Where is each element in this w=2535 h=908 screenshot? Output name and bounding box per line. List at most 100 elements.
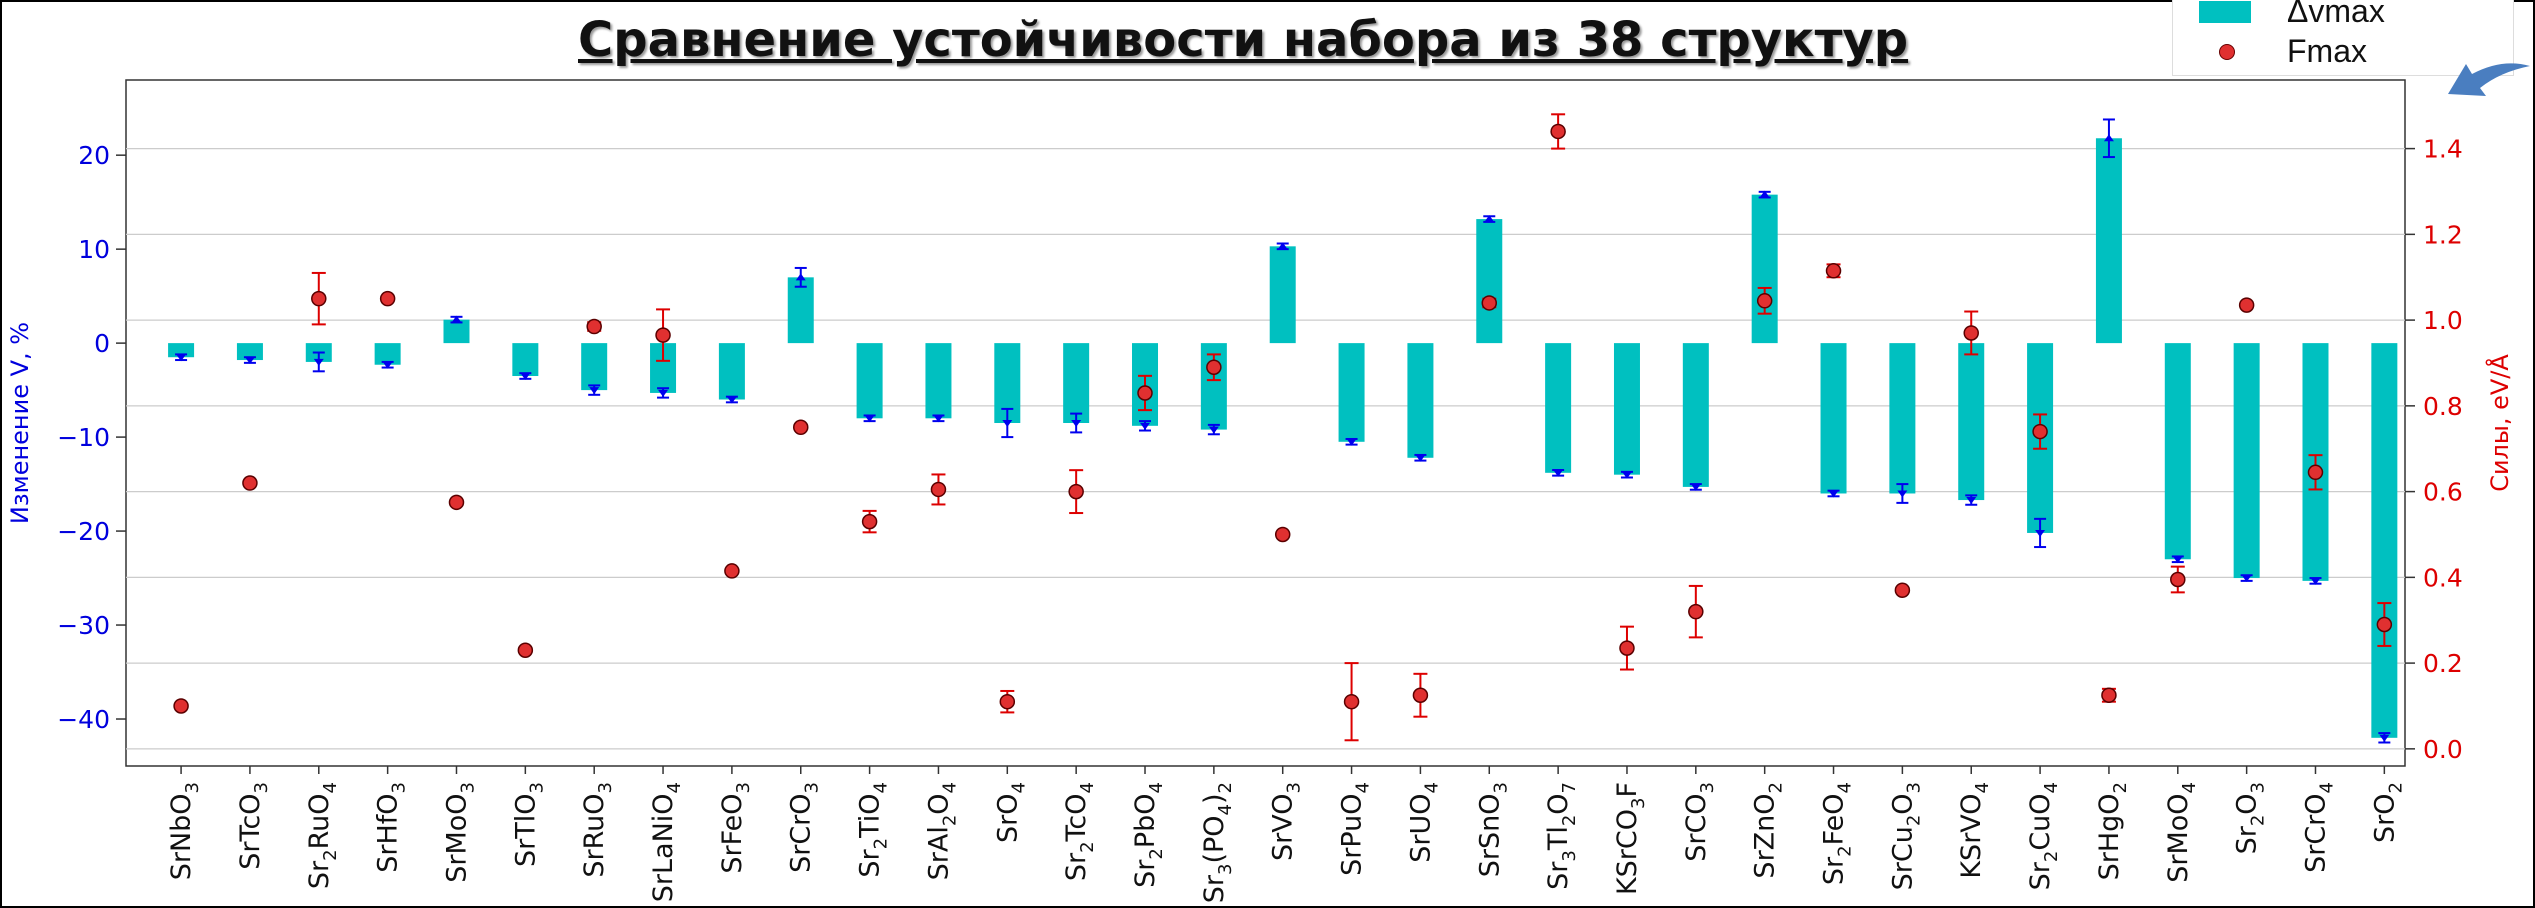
x-tick-label-part: SrTcO <box>235 793 266 869</box>
x-tick-label: Sr3Tl2O7 <box>1543 782 1580 890</box>
bar <box>1338 343 1365 442</box>
y-tick-label: 10 <box>78 235 110 264</box>
data-point <box>311 290 327 307</box>
x-tick-label-subscript: 4 <box>2179 782 2200 793</box>
x-tick-label-part: O <box>1543 793 1574 814</box>
y2-tick-label: 1.0 <box>2423 306 2463 335</box>
x-tick-label-subscript: 3 <box>1559 850 1580 861</box>
bar <box>581 343 608 391</box>
data-point <box>1756 293 1773 309</box>
x-tick-label: SrPuO4 <box>1337 782 1374 876</box>
bar-end-marker <box>176 354 187 362</box>
x-tick-label-part: Sr <box>2232 825 2263 854</box>
data-point <box>1137 385 1153 401</box>
bar-end-marker <box>933 415 944 423</box>
x-tick-label: SrHfO3 <box>373 782 410 873</box>
x-tick-label: SrSnO3 <box>1474 782 1511 877</box>
x-tick-label-subscript: 2 <box>1835 845 1856 856</box>
data-point <box>1274 526 1291 543</box>
data-point <box>2101 687 2117 704</box>
x-tick-label-part: SrMoO <box>441 793 472 882</box>
x-tick-label: Sr2RuO4 <box>304 782 341 889</box>
data-point <box>1688 603 1704 620</box>
x-tick-label-part: ) <box>1199 793 1230 804</box>
x-tick-label-subscript: 4 <box>1215 804 1236 815</box>
x-tick-label-part: F <box>1612 782 1643 798</box>
bar-end-marker <box>1277 242 1288 250</box>
x-tick-label-part: SrNbO <box>166 793 197 880</box>
bar <box>1613 343 1640 475</box>
bar <box>374 343 401 365</box>
x-tick-label: SrCrO4 <box>2300 782 2337 873</box>
x-tick-label-part: SrUO <box>1405 793 1436 862</box>
legend-bar-swatch <box>2199 0 2251 23</box>
bar-end-marker <box>1208 426 1219 434</box>
bar-end-marker <box>1828 490 1839 498</box>
data-point <box>930 481 947 498</box>
x-tick-label-subscript: 2 <box>2110 782 2131 793</box>
x-tick-label-subscript: 3 <box>733 782 754 793</box>
x-tick-label-part: (PO <box>1199 815 1230 863</box>
x-tick-label: SrMoO3 <box>441 782 478 883</box>
bar-end-marker <box>244 357 255 365</box>
bar <box>925 343 952 419</box>
curved-arrow-icon <box>2448 63 2530 96</box>
x-tick-label: Sr2TiO4 <box>855 782 892 878</box>
x-tick-label: SrVO3 <box>1268 782 1305 861</box>
x-tick-label-subscript: 4 <box>1421 782 1442 793</box>
x-tick-label-part: SrO <box>992 793 1023 843</box>
bar-end-marker <box>589 387 600 395</box>
bar-end-marker <box>2310 577 2321 585</box>
bar <box>1958 343 1985 501</box>
x-tick-label: SrO2 <box>2369 782 2406 843</box>
x-tick-label-subscript: 2 <box>2248 815 2269 826</box>
x-tick-label-part: Sr <box>304 860 335 889</box>
x-tick-label: Sr2CuO4 <box>2025 782 2062 890</box>
bar <box>236 343 263 361</box>
x-tick-label: SrMoO4 <box>2163 782 2200 883</box>
bar-end-marker <box>658 389 669 397</box>
bar <box>2164 343 2191 560</box>
x-tick-label-part: SrCrO <box>2300 793 2331 872</box>
bar-end-marker <box>1002 420 1013 427</box>
x-tick-label: SrCu2O3 <box>1887 782 1924 890</box>
x-tick-label-subscript: 2 <box>1215 782 1236 793</box>
bar <box>1476 219 1503 344</box>
x-tick-label-subscript: 4 <box>1077 782 1098 793</box>
bar <box>2095 138 2122 344</box>
x-tick-label: SrAl2O4 <box>923 782 960 880</box>
data-point <box>448 494 465 511</box>
x-tick-label-subscript: 3 <box>251 782 272 793</box>
x-tick-label-part: SrVO <box>1268 793 1299 861</box>
x-tick-label-subscript: 4 <box>939 782 960 793</box>
data-point <box>2376 616 2393 633</box>
bar-end-marker <box>726 396 737 404</box>
data-point <box>2307 464 2324 481</box>
data-point <box>517 642 534 658</box>
x-tick-label-part: SrSnO <box>1474 793 1505 877</box>
x-tick-label: Sr2O3 <box>2232 782 2269 854</box>
y2-tick-label: 0.2 <box>2423 649 2463 678</box>
bar-end-marker <box>1071 420 1082 427</box>
x-tick-label-subscript: 2 <box>939 815 960 826</box>
data-point <box>1894 582 1911 598</box>
x-tick-label-subscript: 4 <box>1835 782 1856 793</box>
y-tick-label: 20 <box>78 141 110 170</box>
x-tick-label-subscript: 4 <box>1353 782 1374 793</box>
x-tick-label: Sr2FeO4 <box>1819 782 1856 885</box>
bar <box>2371 343 2398 738</box>
x-tick-label-part: PbO <box>1130 793 1161 848</box>
bar-end-marker <box>1759 190 1770 198</box>
x-tick-label-subscript: 2 <box>320 849 341 860</box>
x-tick-label: SrUO4 <box>1405 782 1442 863</box>
x-tick-label: SrHgO2 <box>2094 782 2131 880</box>
x-tick-label-part: RuO <box>304 793 335 849</box>
x-tick-label-subscript: 3 <box>2248 782 2269 793</box>
y-tick-label: −20 <box>57 517 110 546</box>
data-point <box>999 693 1016 710</box>
y-tick-label: −40 <box>57 705 110 734</box>
x-tick-label-subscript: 2 <box>1559 815 1580 826</box>
bar-end-marker <box>451 315 462 323</box>
bar <box>718 343 745 400</box>
